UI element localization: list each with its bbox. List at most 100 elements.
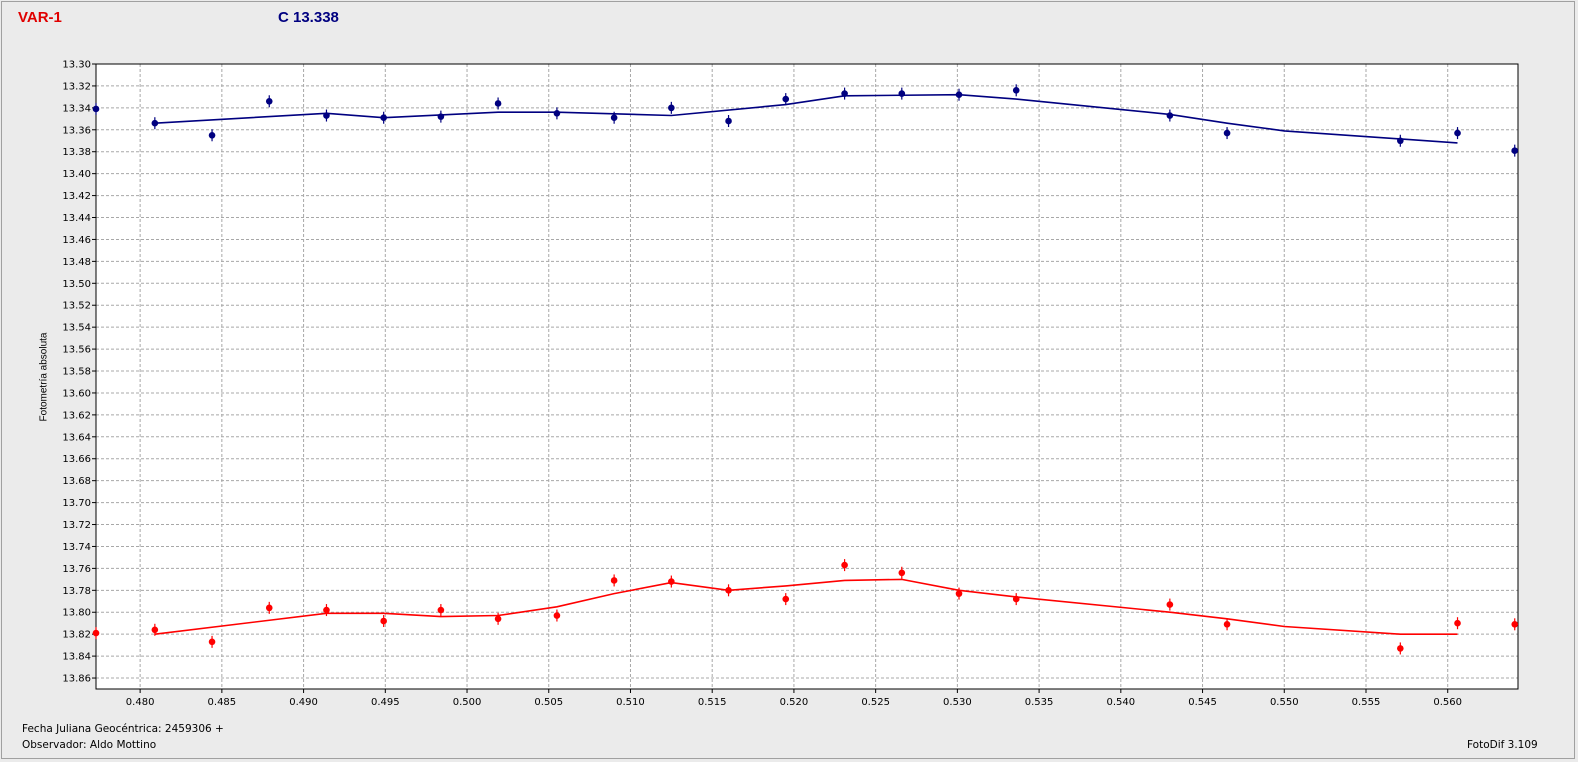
y-tick-label: 13.30 bbox=[62, 60, 91, 71]
plot-border bbox=[95, 63, 1519, 690]
y-tick-label: 13.34 bbox=[62, 103, 91, 114]
variable-data-point bbox=[955, 590, 963, 597]
variable-data-point bbox=[1511, 621, 1519, 628]
y-tick-label: 13.56 bbox=[62, 345, 91, 356]
variable-data-point bbox=[725, 587, 732, 594]
y-tick-label: 13.48 bbox=[62, 257, 91, 268]
comparison-data-point bbox=[668, 104, 675, 112]
x-tick-label: 0.480 bbox=[126, 697, 155, 708]
y-tick-label: 13.40 bbox=[62, 169, 91, 180]
comparison-data-point bbox=[323, 112, 330, 119]
x-tick-label: 0.490 bbox=[289, 697, 318, 708]
variable-data-point bbox=[553, 612, 561, 619]
variable-data-point bbox=[1166, 601, 1174, 608]
variable-data-point bbox=[1012, 595, 1020, 603]
y-tick-label: 13.32 bbox=[62, 81, 91, 92]
y-tick-label: 13.80 bbox=[62, 608, 91, 619]
comparison-data-point bbox=[1397, 137, 1404, 145]
comparison-data-point bbox=[725, 117, 732, 125]
y-tick-label: 13.66 bbox=[62, 454, 91, 465]
plot-area bbox=[96, 64, 1518, 689]
y-tick-label: 13.78 bbox=[62, 586, 91, 597]
comparison-data-point bbox=[1223, 129, 1231, 137]
comparison-star-label: C 13.338 bbox=[278, 9, 339, 26]
comparison-data-point bbox=[265, 97, 273, 105]
comparison-data-point bbox=[610, 114, 618, 122]
observer-label: Observador: Aldo Mottino bbox=[22, 739, 157, 751]
y-tick-label: 13.84 bbox=[62, 652, 91, 663]
y-tick-label: 13.54 bbox=[62, 323, 91, 334]
x-tick-label: 0.560 bbox=[1433, 697, 1462, 708]
variable-data-point bbox=[208, 638, 216, 646]
x-tick-label: 0.510 bbox=[616, 697, 645, 708]
y-tick-label: 13.82 bbox=[62, 630, 91, 641]
x-tick-label: 0.485 bbox=[208, 697, 237, 708]
comparison-data-point bbox=[380, 114, 387, 122]
x-tick-label: 0.495 bbox=[371, 697, 400, 708]
x-tick-label: 0.530 bbox=[943, 697, 972, 708]
comparison-data-point bbox=[92, 105, 100, 113]
comparison-data-point bbox=[955, 91, 963, 99]
y-tick-label: 13.70 bbox=[62, 498, 91, 509]
y-tick-label: 13.36 bbox=[62, 125, 91, 136]
x-tick-label: 0.545 bbox=[1188, 697, 1217, 708]
x-tick-label: 0.550 bbox=[1270, 697, 1299, 708]
x-tick-label: 0.515 bbox=[698, 697, 727, 708]
comparison-data-point bbox=[1012, 87, 1020, 94]
julian-date-label: Fecha Juliana Geocéntrica: 2459306 + bbox=[22, 723, 224, 735]
comparison-data-point bbox=[208, 131, 216, 139]
variable-star-label: VAR-1 bbox=[18, 9, 62, 26]
y-tick-label: 13.50 bbox=[62, 279, 91, 290]
variable-data-point bbox=[494, 615, 502, 623]
y-tick-label: 13.68 bbox=[62, 476, 91, 487]
x-tick-label: 0.500 bbox=[453, 697, 482, 708]
y-tick-label: 13.46 bbox=[62, 235, 91, 246]
y-tick-label: 13.64 bbox=[62, 432, 91, 443]
y-tick-label: 13.60 bbox=[62, 388, 91, 399]
y-tick-label: 13.62 bbox=[62, 410, 91, 421]
comparison-data-point bbox=[151, 119, 159, 127]
y-tick-label: 13.42 bbox=[62, 191, 91, 202]
comparison-data-point bbox=[841, 90, 848, 97]
software-version-label: FotoDif 3.109 bbox=[1467, 739, 1538, 751]
variable-data-point bbox=[380, 617, 387, 625]
variable-data-point bbox=[668, 578, 675, 585]
y-tick-label: 13.86 bbox=[62, 674, 91, 685]
comparison-data-point bbox=[437, 113, 445, 120]
comparison-data-point bbox=[1511, 147, 1519, 154]
x-tick-label: 0.525 bbox=[861, 697, 890, 708]
y-tick-label: 13.44 bbox=[62, 213, 91, 224]
variable-data-point bbox=[898, 569, 906, 577]
x-tick-label: 0.520 bbox=[780, 697, 809, 708]
y-tick-label: 13.52 bbox=[62, 301, 91, 312]
x-tick-label: 0.505 bbox=[534, 697, 563, 708]
variable-data-point bbox=[1454, 619, 1461, 627]
comparison-data-point bbox=[1166, 112, 1174, 119]
variable-data-point bbox=[841, 561, 848, 569]
comparison-data-point bbox=[494, 100, 502, 107]
variable-data-point bbox=[323, 606, 330, 614]
y-tick-label: 13.38 bbox=[62, 147, 91, 158]
y-tick-label: 13.74 bbox=[62, 542, 91, 553]
x-tick-label: 0.535 bbox=[1025, 697, 1054, 708]
variable-data-point bbox=[610, 577, 618, 584]
variable-data-point bbox=[92, 629, 100, 637]
comparison-data-point bbox=[1454, 129, 1461, 137]
comparison-trend-line bbox=[154, 93, 1458, 144]
y-tick-label: 13.76 bbox=[62, 564, 91, 575]
x-tick-label: 0.540 bbox=[1107, 697, 1136, 708]
y-tick-label: 13.72 bbox=[62, 520, 91, 531]
variable-data-point bbox=[437, 606, 445, 614]
x-tick-label: 0.555 bbox=[1352, 697, 1381, 708]
y-tick-label: 13.58 bbox=[62, 367, 91, 378]
variable-data-point bbox=[1223, 621, 1231, 628]
comparison-data-point bbox=[898, 90, 906, 97]
comparison-data-point bbox=[782, 95, 790, 103]
variable-data-point bbox=[782, 595, 790, 603]
variable-data-point bbox=[265, 604, 273, 612]
variable-data-point bbox=[151, 626, 159, 634]
comparison-data-point bbox=[553, 110, 561, 117]
variable-data-point bbox=[1397, 645, 1404, 652]
